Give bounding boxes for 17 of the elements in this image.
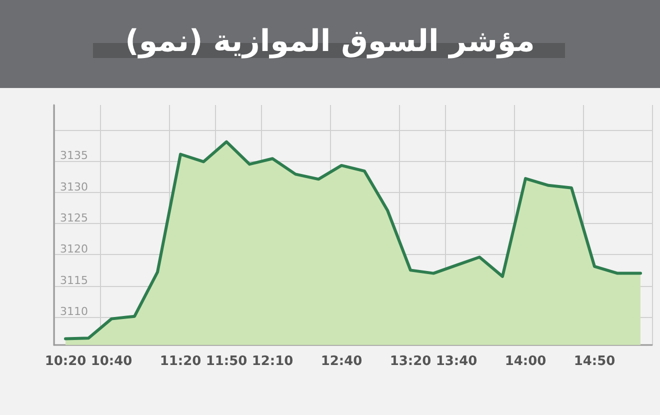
y-tick-label: 3120 (60, 242, 88, 256)
x-tick-label: 11:20 (160, 354, 202, 369)
x-tick-label: 13:40 (436, 354, 478, 369)
y-tick-label: 3110 (60, 304, 88, 318)
y-tick-label: 3115 (60, 274, 88, 287)
y-tick-label: 3125 (60, 211, 88, 224)
x-tick-label: 10:20 (44, 354, 86, 369)
x-tick-label: 12:40 (320, 354, 362, 369)
x-tick-label: 10:40 (90, 354, 132, 369)
x-tick-label: 11:50 (206, 354, 248, 369)
chart-title: مؤشر السوق الموازية (نمو) (124, 24, 536, 59)
x-tick-label: 12:10 (252, 354, 294, 369)
y-tick-label: 3135 (60, 149, 88, 162)
x-tick-label: 14:50 (574, 354, 616, 369)
x-tick-label: 13:20 (390, 354, 432, 369)
y-tick-label: 3130 (60, 180, 88, 194)
x-tick-label: 14:00 (504, 354, 546, 369)
